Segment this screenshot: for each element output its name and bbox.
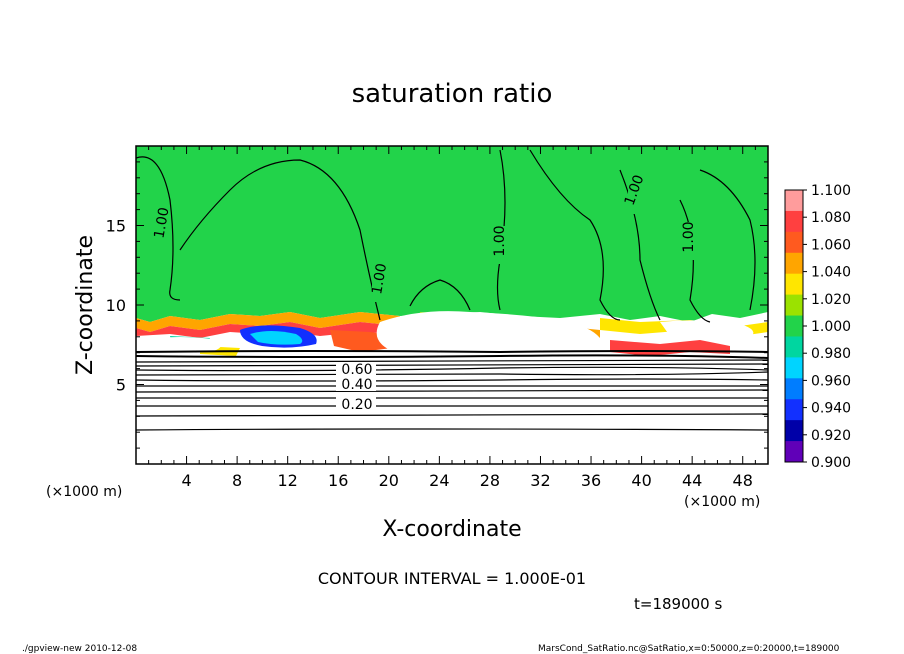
saturated-region	[136, 146, 768, 322]
colorbar: 1.100 1.080 1.060 1.040 1.020 1.000 0.980 0.960…	[784, 183, 851, 471]
x-tick-label: 12	[278, 471, 298, 490]
colorbar-label: 1.100	[811, 183, 851, 199]
colorbar-swatch	[785, 252, 803, 275]
y-tick-label: 15	[106, 217, 126, 236]
colorbar-swatch	[785, 336, 803, 358]
colorbar-label: 1.000	[811, 319, 851, 335]
contour-label: 1.00	[151, 206, 172, 239]
colorbar-swatch	[785, 441, 803, 463]
colorbar-swatch	[785, 231, 803, 254]
y-axis-label: Z-coordinate	[73, 235, 98, 375]
colorbar-label: 1.040	[811, 265, 851, 281]
x-tick-label: 40	[631, 471, 651, 490]
x-unit-left: (×1000 m)	[46, 484, 122, 500]
colorbar-swatch	[785, 315, 803, 337]
contour-label: 0.20	[341, 397, 372, 413]
x-tick-label: 28	[480, 471, 500, 490]
unsaturated-region	[376, 311, 600, 358]
colorbar-label: 0.920	[811, 428, 851, 444]
colorbar-label: 0.940	[811, 401, 851, 417]
colorbar-label: 1.020	[811, 292, 851, 308]
contour-label: 0.60	[341, 362, 372, 378]
colorbar-swatch	[785, 294, 803, 317]
colorbar-swatch	[785, 210, 803, 233]
thick-contour-band	[136, 350, 768, 359]
chart-title: saturation ratio	[352, 79, 553, 109]
footer-left: ./gpview-new 2010-12-08	[22, 644, 137, 654]
contour-interval-text: CONTOUR INTERVAL = 1.000E-01	[318, 569, 586, 588]
colorbar-label: 1.060	[811, 237, 851, 253]
colorbar-label: 0.900	[811, 455, 851, 471]
y-tick-label: 5	[116, 376, 126, 395]
colorbar-swatch	[785, 273, 803, 296]
x-tick-label: 24	[429, 471, 449, 490]
x-tick-label: 20	[379, 471, 399, 490]
footer-right: MarsCond_SatRatio.nc@SatRatio,x=0:50000,…	[538, 644, 840, 654]
contour-label: 1.00	[369, 262, 390, 295]
y-tick-label: 10	[106, 296, 126, 315]
contour-label: 0.40	[341, 377, 372, 393]
time-text: t=189000 s	[634, 595, 722, 613]
colorbar-label: 0.980	[811, 346, 851, 362]
x-tick-label: 4	[181, 471, 191, 490]
x-tick-label: 16	[328, 471, 348, 490]
colorbar-swatch	[785, 378, 803, 400]
x-tick-label: 44	[682, 471, 702, 490]
y-axis: 5 10 15	[106, 145, 768, 465]
x-tick-label: 48	[733, 471, 753, 490]
x-tick-label: 8	[232, 471, 242, 490]
x-axis-label: X-coordinate	[382, 517, 521, 542]
colorbar-swatch	[785, 357, 803, 379]
x-unit-right: (×1000 m)	[684, 494, 760, 510]
colorbar-label: 1.080	[811, 210, 851, 226]
contour-label: 1.00	[492, 225, 508, 256]
x-tick-label: 36	[581, 471, 601, 490]
colorbar-swatch	[785, 399, 803, 421]
x-axis: 4 8 12 16 20 24 28 32 36 40 44 48	[135, 146, 769, 490]
contour-lines	[136, 149, 768, 431]
x-tick-label: 32	[530, 471, 550, 490]
contour-label-group: 1.00 1.00 1.00 1.00 1.00 0.60 0.40 0.20	[151, 173, 700, 413]
colorbar-label: 0.960	[811, 373, 851, 389]
colorbar-swatch	[785, 190, 803, 212]
plot-area: 1.00 1.00 1.00 1.00 1.00 0.60 0.40 0.20	[136, 146, 768, 464]
colorbar-swatch	[785, 420, 803, 442]
contour-label: 1.00	[681, 221, 697, 252]
